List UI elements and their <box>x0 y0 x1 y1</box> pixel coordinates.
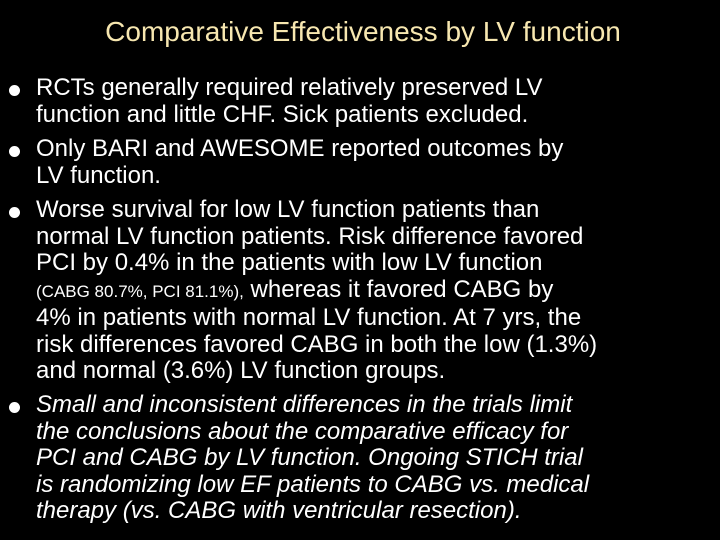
bullet-line: LV function. <box>36 161 161 189</box>
bullet-text: RCTs generally required relatively prese… <box>36 74 716 128</box>
bullet-line: PCI by 0.4% in the patients with low LV … <box>36 249 543 276</box>
bullet-line: risk differences favored CABG in both th… <box>36 330 598 358</box>
bullet-run: whereas it favored CABG by <box>243 275 554 303</box>
bullet-line: PCI and CABG by LV function. Ongoing STI… <box>36 444 583 471</box>
bullet-line: function and little CHF. Sick patients e… <box>36 100 529 128</box>
bullet-small-run: (CABG 80.7%, PCI 81.1%), <box>36 281 244 301</box>
bullet-dot-icon <box>9 85 20 96</box>
bullet-dot-icon <box>9 207 20 218</box>
bullet-line: and normal (3.6%) LV function groups. <box>36 357 446 384</box>
bullet-text: Worse survival for low LV function patie… <box>36 196 716 385</box>
bullet-line: Worse survival for low LV function patie… <box>36 196 540 223</box>
bullet-line: the conclusions about the comparative ef… <box>36 417 569 445</box>
bullet-dot-icon <box>9 146 20 157</box>
bullet-line: normal LV function patients. Risk differ… <box>36 222 584 250</box>
bullet-line: therapy (vs. CABG with ventricular resec… <box>36 497 522 524</box>
bullet-dot-icon <box>9 402 20 413</box>
bullet-line-mixed: (CABG 80.7%, PCI 81.1%), whereas it favo… <box>36 275 716 306</box>
bullet-line: Only BARI and AWESOME reported outcomes … <box>36 135 564 162</box>
bullet-text: Small and inconsistent differences in th… <box>36 391 716 525</box>
bullet-line: is randomizing low EF patients to CABG v… <box>36 470 590 498</box>
bullet-line: 4% in patients with normal LV function. … <box>36 304 582 331</box>
slide-title: Comparative Effectiveness by LV function <box>105 16 621 47</box>
bullet-text: Only BARI and AWESOME reported outcomes … <box>36 135 716 189</box>
bullet-line: RCTs generally required relatively prese… <box>36 74 543 101</box>
bullet-line: Small and inconsistent differences in th… <box>36 391 573 418</box>
